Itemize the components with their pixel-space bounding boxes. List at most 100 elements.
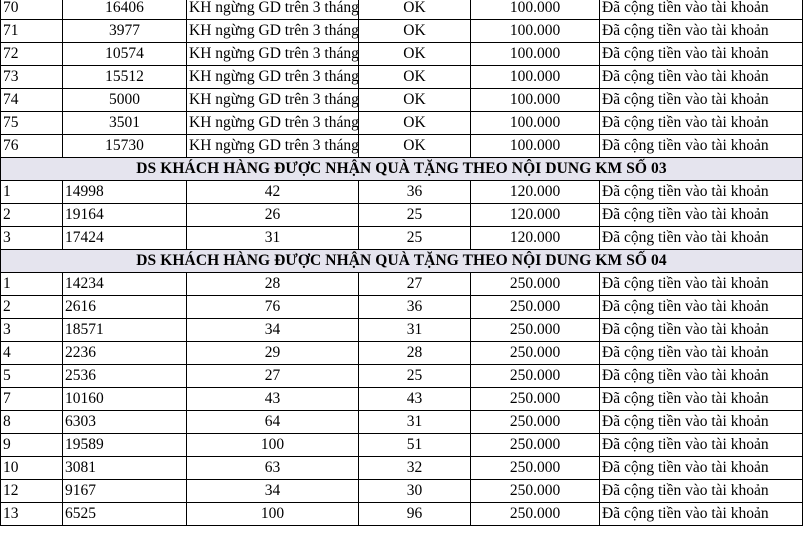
customer-code-cell[interactable]: 14998 (62, 180, 187, 204)
status-cell[interactable]: OK (358, 134, 471, 158)
stt-cell[interactable]: 72 (0, 42, 63, 66)
value-2-cell[interactable]: 96 (358, 502, 471, 526)
stt-cell[interactable]: 2 (0, 203, 63, 227)
status-cell[interactable]: OK (358, 65, 471, 89)
reason-cell[interactable]: KH ngừng GD trên 3 tháng (186, 111, 359, 135)
customer-code-cell[interactable]: 9167 (62, 479, 187, 503)
customer-code-cell[interactable]: 19589 (62, 433, 187, 457)
value-2-cell[interactable]: 51 (358, 433, 471, 457)
value-2-cell[interactable]: 25 (358, 226, 471, 250)
stt-cell[interactable]: 71 (0, 19, 63, 43)
amount-cell[interactable]: 100.000 (470, 19, 600, 43)
section-heading[interactable]: DS KHÁCH HÀNG ĐƯỢC NHẬN QUÀ TẶNG THEO NỘ… (0, 157, 803, 181)
amount-cell[interactable]: 120.000 (470, 180, 600, 204)
value-2-cell[interactable]: 30 (358, 479, 471, 503)
amount-cell[interactable]: 120.000 (470, 203, 600, 227)
amount-cell[interactable]: 250.000 (470, 364, 600, 388)
value-1-cell[interactable]: 26 (186, 203, 359, 227)
note-cell[interactable]: Đã cộng tiền vào tài khoản (599, 0, 803, 20)
stt-cell[interactable]: 1 (0, 180, 63, 204)
stt-cell[interactable]: 5 (0, 364, 63, 388)
note-cell[interactable]: Đã cộng tiền vào tài khoản (599, 65, 803, 89)
value-1-cell[interactable]: 76 (186, 295, 359, 319)
value-1-cell[interactable]: 63 (186, 456, 359, 480)
customer-code-cell[interactable]: 18571 (62, 318, 187, 342)
stt-cell[interactable]: 73 (0, 65, 63, 89)
stt-cell[interactable]: 3 (0, 318, 63, 342)
reason-cell[interactable]: KH ngừng GD trên 3 tháng (186, 88, 359, 112)
value-1-cell[interactable]: 100 (186, 433, 359, 457)
customer-code-cell[interactable]: 5000 (62, 88, 187, 112)
value-1-cell[interactable]: 42 (186, 180, 359, 204)
reason-cell[interactable]: KH ngừng GD trên 3 tháng (186, 0, 359, 20)
customer-code-cell[interactable]: 3081 (62, 456, 187, 480)
value-1-cell[interactable]: 43 (186, 387, 359, 411)
amount-cell[interactable]: 250.000 (470, 502, 600, 526)
note-cell[interactable]: Đã cộng tiền vào tài khoản (599, 203, 803, 227)
stt-cell[interactable]: 76 (0, 134, 63, 158)
note-cell[interactable]: Đã cộng tiền vào tài khoản (599, 226, 803, 250)
value-1-cell[interactable]: 29 (186, 341, 359, 365)
value-2-cell[interactable]: 32 (358, 456, 471, 480)
value-1-cell[interactable]: 64 (186, 410, 359, 434)
value-1-cell[interactable]: 34 (186, 479, 359, 503)
amount-cell[interactable]: 250.000 (470, 410, 600, 434)
value-2-cell[interactable]: 25 (358, 203, 471, 227)
amount-cell[interactable]: 250.000 (470, 295, 600, 319)
customer-code-cell[interactable]: 3501 (62, 111, 187, 135)
section-heading[interactable]: DS KHÁCH HÀNG ĐƯỢC NHẬN QUÀ TẶNG THEO NỘ… (0, 249, 803, 273)
value-2-cell[interactable]: 28 (358, 341, 471, 365)
amount-cell[interactable]: 100.000 (470, 42, 600, 66)
note-cell[interactable]: Đã cộng tiền vào tài khoản (599, 318, 803, 342)
amount-cell[interactable]: 100.000 (470, 111, 600, 135)
stt-cell[interactable]: 10 (0, 456, 63, 480)
amount-cell[interactable]: 250.000 (470, 272, 600, 296)
note-cell[interactable]: Đã cộng tiền vào tài khoản (599, 364, 803, 388)
stt-cell[interactable]: 8 (0, 410, 63, 434)
customer-code-cell[interactable]: 14234 (62, 272, 187, 296)
amount-cell[interactable]: 100.000 (470, 65, 600, 89)
customer-code-cell[interactable]: 2236 (62, 341, 187, 365)
status-cell[interactable]: OK (358, 88, 471, 112)
note-cell[interactable]: Đã cộng tiền vào tài khoản (599, 433, 803, 457)
stt-cell[interactable]: 12 (0, 479, 63, 503)
stt-cell[interactable]: 7 (0, 387, 63, 411)
stt-cell[interactable]: 2 (0, 295, 63, 319)
stt-cell[interactable]: 1 (0, 272, 63, 296)
status-cell[interactable]: OK (358, 0, 471, 20)
note-cell[interactable]: Đã cộng tiền vào tài khoản (599, 111, 803, 135)
amount-cell[interactable]: 250.000 (470, 387, 600, 411)
reason-cell[interactable]: KH ngừng GD trên 3 tháng (186, 134, 359, 158)
value-2-cell[interactable]: 27 (358, 272, 471, 296)
amount-cell[interactable]: 250.000 (470, 433, 600, 457)
customer-code-cell[interactable]: 19164 (62, 203, 187, 227)
customer-code-cell[interactable]: 6303 (62, 410, 187, 434)
value-1-cell[interactable]: 31 (186, 226, 359, 250)
note-cell[interactable]: Đã cộng tiền vào tài khoản (599, 42, 803, 66)
value-2-cell[interactable]: 31 (358, 410, 471, 434)
note-cell[interactable]: Đã cộng tiền vào tài khoản (599, 134, 803, 158)
value-2-cell[interactable]: 36 (358, 180, 471, 204)
customer-code-cell[interactable]: 16406 (62, 0, 187, 20)
status-cell[interactable]: OK (358, 111, 471, 135)
amount-cell[interactable]: 250.000 (470, 456, 600, 480)
customer-code-cell[interactable]: 15730 (62, 134, 187, 158)
customer-code-cell[interactable]: 2536 (62, 364, 187, 388)
stt-cell[interactable]: 4 (0, 341, 63, 365)
status-cell[interactable]: OK (358, 42, 471, 66)
value-2-cell[interactable]: 25 (358, 364, 471, 388)
amount-cell[interactable]: 250.000 (470, 341, 600, 365)
status-cell[interactable]: OK (358, 19, 471, 43)
stt-cell[interactable]: 9 (0, 433, 63, 457)
value-1-cell[interactable]: 28 (186, 272, 359, 296)
value-1-cell[interactable]: 100 (186, 502, 359, 526)
stt-cell[interactable]: 75 (0, 111, 63, 135)
customer-code-cell[interactable]: 10574 (62, 42, 187, 66)
reason-cell[interactable]: KH ngừng GD trên 3 tháng (186, 65, 359, 89)
note-cell[interactable]: Đã cộng tiền vào tài khoản (599, 272, 803, 296)
stt-cell[interactable]: 3 (0, 226, 63, 250)
reason-cell[interactable]: KH ngừng GD trên 3 tháng (186, 19, 359, 43)
amount-cell[interactable]: 120.000 (470, 226, 600, 250)
customer-code-cell[interactable]: 2616 (62, 295, 187, 319)
customer-code-cell[interactable]: 10160 (62, 387, 187, 411)
